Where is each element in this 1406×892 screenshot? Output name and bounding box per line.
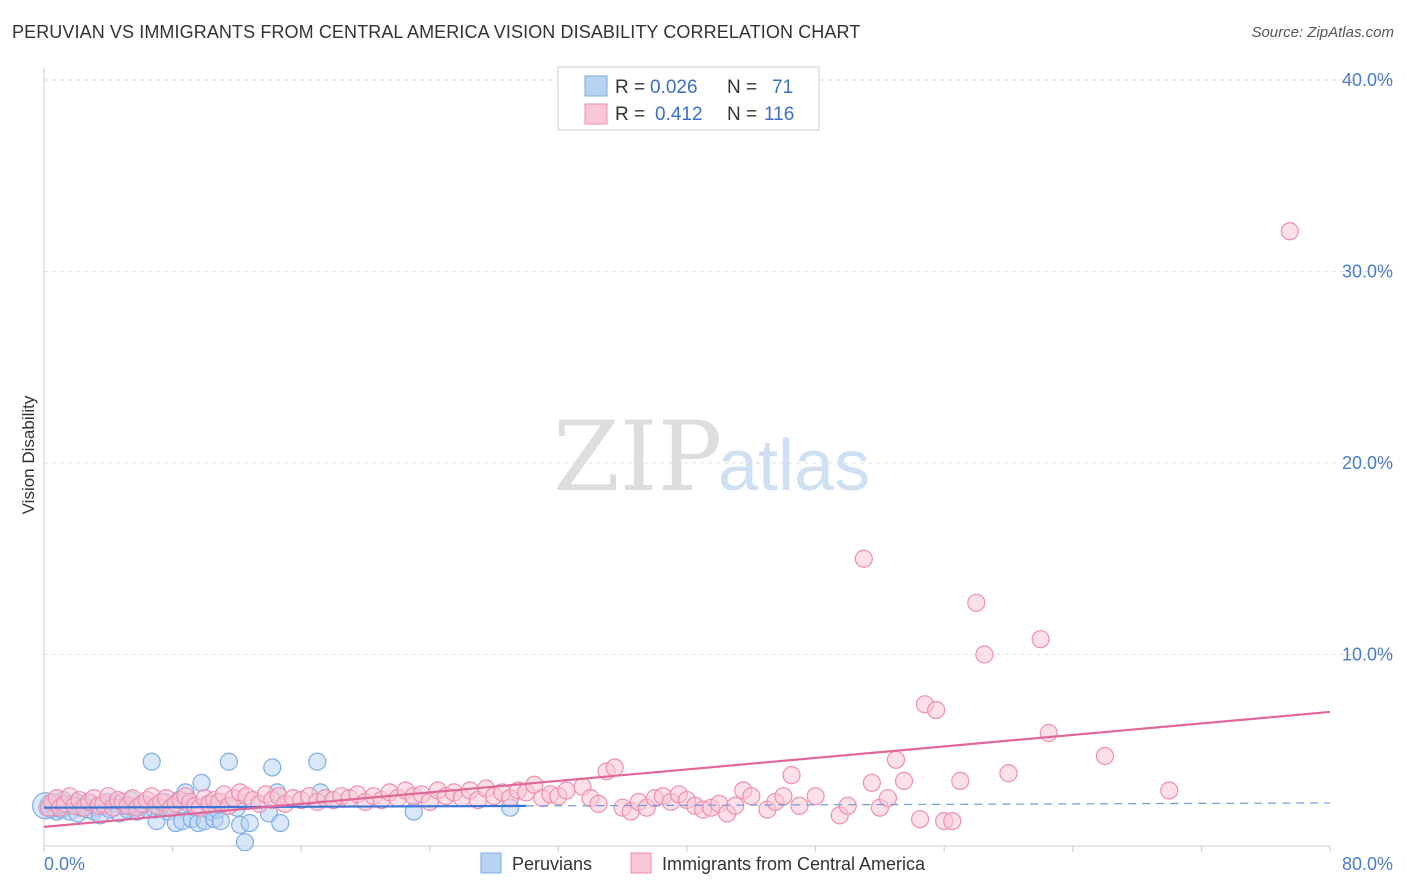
point-peruvians-60 bbox=[219, 752, 238, 771]
point-central-america-128 bbox=[1031, 630, 1050, 649]
point-central-america-130 bbox=[1095, 746, 1115, 766]
bottom-legend-swatch-peruvians bbox=[480, 852, 502, 874]
point-central-america-117 bbox=[886, 750, 906, 769]
point-central-america-112 bbox=[838, 796, 857, 815]
y-tick-label-30: 30.0% bbox=[1342, 262, 1393, 282]
point-central-america-127 bbox=[999, 764, 1018, 783]
trend-line-central-america bbox=[43, 710, 1331, 828]
bottom-legend-label-peruvians: Peruvians bbox=[512, 854, 592, 874]
point-central-america-108 bbox=[782, 766, 801, 785]
point-central-america-110 bbox=[806, 787, 825, 806]
watermark-atlas: atlas bbox=[718, 426, 870, 506]
point-peruvians-59 bbox=[211, 812, 230, 831]
legend-r-label-2: R = bbox=[615, 104, 645, 125]
y-tick-labels: 10.0% 20.0% 30.0% 40.0% bbox=[1342, 70, 1393, 665]
legend-n-label-1: N = bbox=[727, 77, 757, 98]
trend-line-peruvians bbox=[43, 804, 527, 809]
point-peruvians-38 bbox=[142, 752, 161, 771]
bottom-legend-swatch-central-america bbox=[630, 852, 652, 874]
correlation-legend: R = 0.026 N = 71 R = 0.412 N = 116 bbox=[557, 66, 820, 131]
series-central-america-points bbox=[39, 222, 1299, 831]
point-central-america-125 bbox=[967, 593, 986, 612]
legend-r-value-1: 0.026 bbox=[650, 77, 698, 98]
point-central-america-82 bbox=[557, 781, 576, 800]
point-central-america-102 bbox=[726, 796, 745, 815]
point-central-america-116 bbox=[878, 789, 898, 808]
point-peruvians-53 bbox=[192, 773, 211, 792]
legend-swatch-peruvians bbox=[584, 75, 608, 97]
point-peruvians-69 bbox=[308, 752, 327, 771]
legend-n-value-1: 71 bbox=[772, 77, 793, 98]
watermark-zip: ZIP bbox=[553, 401, 722, 513]
trend-line-peruvians-extension bbox=[526, 802, 1331, 807]
point-central-america-119 bbox=[910, 810, 930, 829]
point-central-america-113 bbox=[854, 549, 873, 568]
legend-r-label-1: R = bbox=[615, 77, 645, 98]
grid-lines bbox=[44, 79, 1393, 655]
series-legend: Peruvians Immigrants from Central Americ… bbox=[480, 852, 926, 874]
point-central-america-123 bbox=[943, 812, 962, 831]
point-central-america-131 bbox=[1160, 781, 1179, 800]
x-tick-label-min: 0.0% bbox=[44, 854, 85, 874]
trend-lines bbox=[43, 710, 1331, 828]
y-tick-label-10: 10.0% bbox=[1342, 645, 1393, 665]
point-central-america-126 bbox=[975, 645, 994, 664]
y-tick-label-40: 40.0% bbox=[1342, 70, 1393, 90]
point-central-america-85 bbox=[589, 794, 608, 813]
legend-swatch-central-america bbox=[584, 103, 608, 125]
point-central-america-121 bbox=[927, 700, 946, 720]
source-label: Source: ZipAtlas.com bbox=[1251, 24, 1394, 41]
point-central-america-129 bbox=[1039, 723, 1058, 743]
point-central-america-132 bbox=[1280, 222, 1299, 241]
chart-title: PERUVIAN VS IMMIGRANTS FROM CENTRAL AMER… bbox=[12, 22, 861, 42]
point-peruvians-64 bbox=[240, 813, 259, 833]
point-central-america-118 bbox=[894, 771, 914, 790]
legend-r-value-2: 0.412 bbox=[655, 104, 703, 125]
point-central-america-114 bbox=[862, 773, 881, 792]
point-central-america-104 bbox=[742, 787, 761, 806]
point-central-america-107 bbox=[774, 787, 793, 806]
y-axis-label: Vision Disability bbox=[19, 395, 38, 514]
watermark: ZIP atlas bbox=[553, 401, 870, 513]
legend-n-label-2: N = bbox=[727, 104, 757, 125]
point-central-america-87 bbox=[605, 758, 624, 777]
point-peruvians-66 bbox=[263, 758, 282, 777]
x-tick-label-max: 80.0% bbox=[1342, 854, 1393, 874]
point-central-america-109 bbox=[790, 796, 809, 815]
point-peruvians-68 bbox=[271, 813, 290, 833]
x-ticks bbox=[43, 846, 1331, 852]
y-tick-label-20: 20.0% bbox=[1342, 453, 1393, 473]
point-central-america-124 bbox=[951, 771, 970, 790]
point-peruvians-63 bbox=[235, 833, 255, 852]
bottom-legend-label-central-america: Immigrants from Central America bbox=[662, 854, 926, 874]
legend-n-value-2: 116 bbox=[764, 104, 794, 125]
